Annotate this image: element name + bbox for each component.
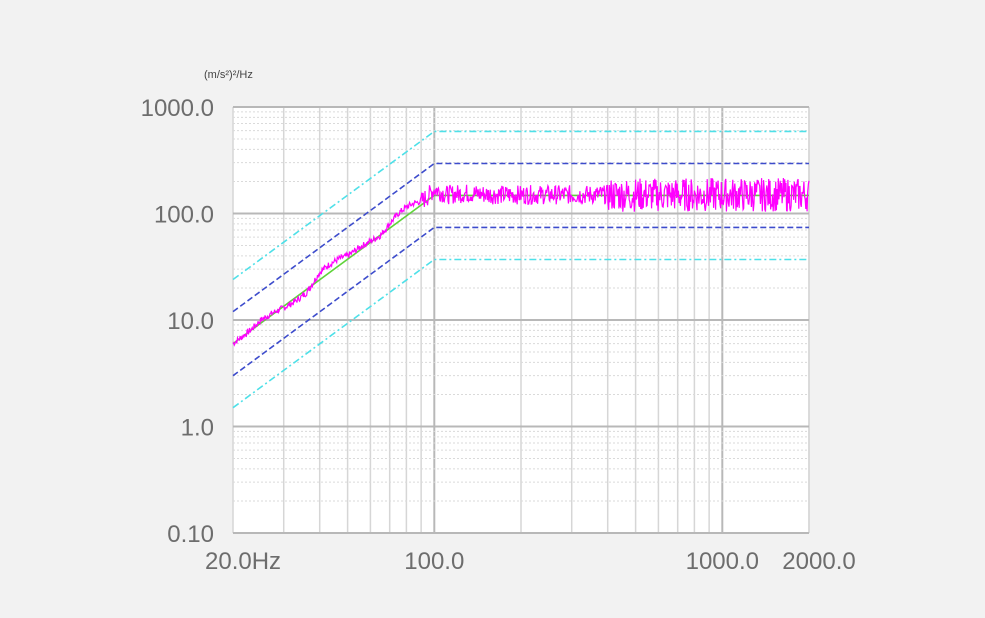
series-line-1: [232, 130, 809, 281]
y-tick-label: 0.10: [167, 521, 214, 548]
series-line-6: [232, 177, 810, 347]
x-tick-label: 2000.0: [782, 548, 855, 575]
x-tick-label: 20.0Hz: [205, 548, 281, 575]
x-tick-label: 1000.0: [686, 548, 759, 575]
series-line-2: [232, 162, 809, 313]
unit-label: (m/s²)²/Hz: [204, 69, 253, 81]
y-tick-label: 10.0: [167, 308, 214, 335]
x-tick-label: 100.0: [404, 548, 464, 575]
y-tick-labels: 1000.0 100.0 10.0 1.0 0.10: [141, 95, 214, 548]
series-lines: [232, 130, 810, 409]
series-line-4: [232, 226, 809, 377]
y-tick-label: 100.0: [154, 202, 214, 229]
y-tick-label: 1.0: [181, 415, 214, 442]
x-tick-labels: 20.0Hz 100.0 1000.0 2000.0: [205, 548, 856, 575]
grid-lines: [232, 106, 810, 534]
y-tick-label: 1000.0: [141, 95, 214, 122]
series-line-5: [232, 258, 809, 409]
